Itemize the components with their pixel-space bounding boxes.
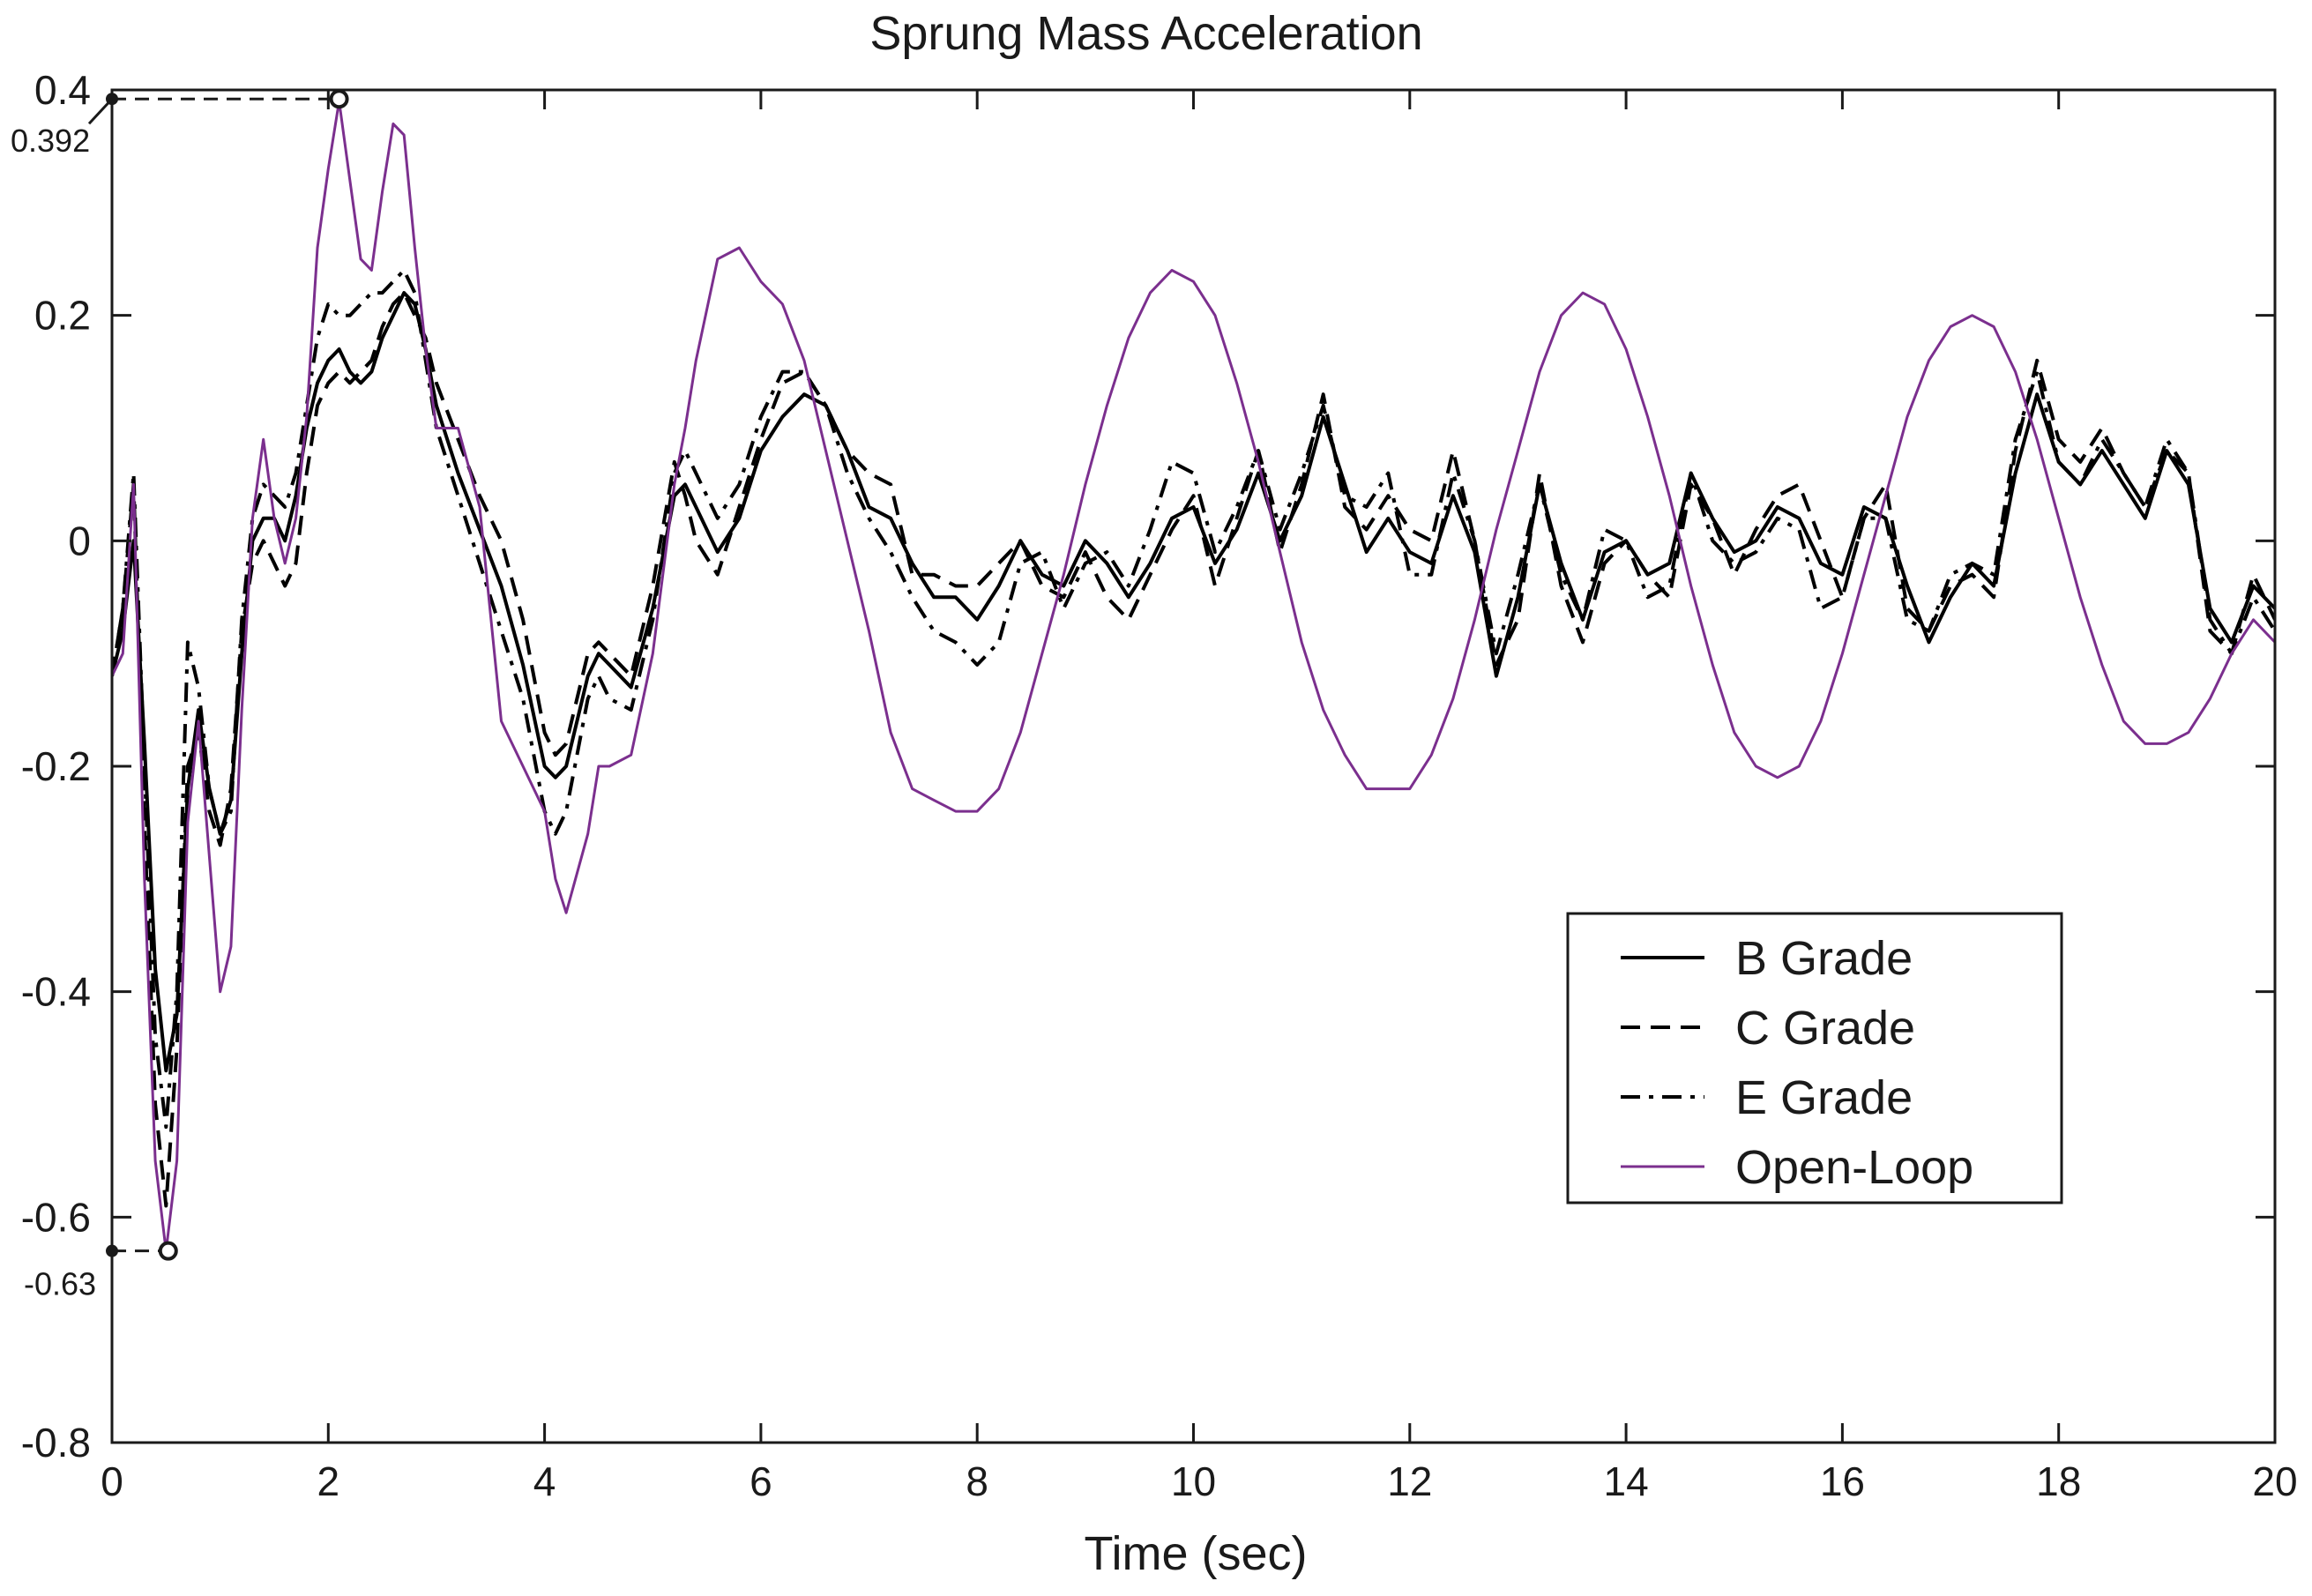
annotation-label: -0.63 [24,1266,96,1302]
x-axis-label: Time (sec) [1085,1527,1308,1580]
legend: B Grade C Grade E Grade Open-Loop [1566,912,2063,1204]
y-tick-label: 0.4 [34,67,91,113]
annotation-peak-marker [158,1241,178,1261]
x-tick-label: 0 [101,1458,123,1504]
annotation-axis-dot [106,1244,118,1257]
y-tick-label: -0.6 [21,1194,91,1240]
x-tick-label: 12 [1387,1458,1432,1504]
x-tick-label: 18 [2036,1458,2081,1504]
legend-label: Open-Loop [1735,1141,1973,1194]
x-tick-label: 16 [1820,1458,1865,1504]
x-tick-label: 20 [2252,1458,2297,1504]
annotations: 0.392 -0.63 [11,89,349,1302]
legend-label: C Grade [1735,1002,1915,1055]
x-tick-label: 10 [1171,1458,1216,1504]
x-tick-label: 6 [750,1458,772,1504]
annotation-pointer [87,98,114,125]
x-tick-label: 14 [1604,1458,1649,1504]
y-tick-label: -0.8 [21,1420,91,1465]
plot-area [112,100,2275,1253]
legend-entry-b-grade: B Grade [1621,932,1913,985]
y-tick-label: -0.4 [21,969,91,1015]
annotation-peak-marker [329,89,349,109]
series-line-b-grade [112,291,2275,1073]
legend-label: E Grade [1735,1071,1913,1124]
x-tick-label: 2 [317,1458,340,1504]
x-tick-label: 4 [533,1458,556,1504]
legend-entry-e-grade: E Grade [1621,1071,1913,1124]
peak-annotation: -0.63 [24,1241,178,1302]
y-tick-label: 0 [68,518,91,563]
peak-annotation: 0.392 [11,89,349,159]
y-tick-label: 0.2 [34,293,91,339]
chart-title: Sprung Mass Acceleration [869,7,1422,60]
annotation-label: 0.392 [11,123,90,159]
series-line-e-grade [112,268,2275,1130]
legend-entry-c-grade: C Grade [1621,1002,1915,1055]
series-line-open-loop [112,100,2275,1253]
legend-label: B Grade [1735,932,1913,985]
legend-box [1566,912,2063,1204]
y-tick-label: -0.2 [21,743,91,789]
x-tick-label: 8 [966,1458,988,1504]
legend-entry-open-loop: Open-Loop [1621,1141,1973,1194]
axes: 0 2 4 6 8 10 12 14 16 18 20 -0.8 -0.6 -0.4 -0.2 0 0.2 0.4 [21,67,2298,1504]
